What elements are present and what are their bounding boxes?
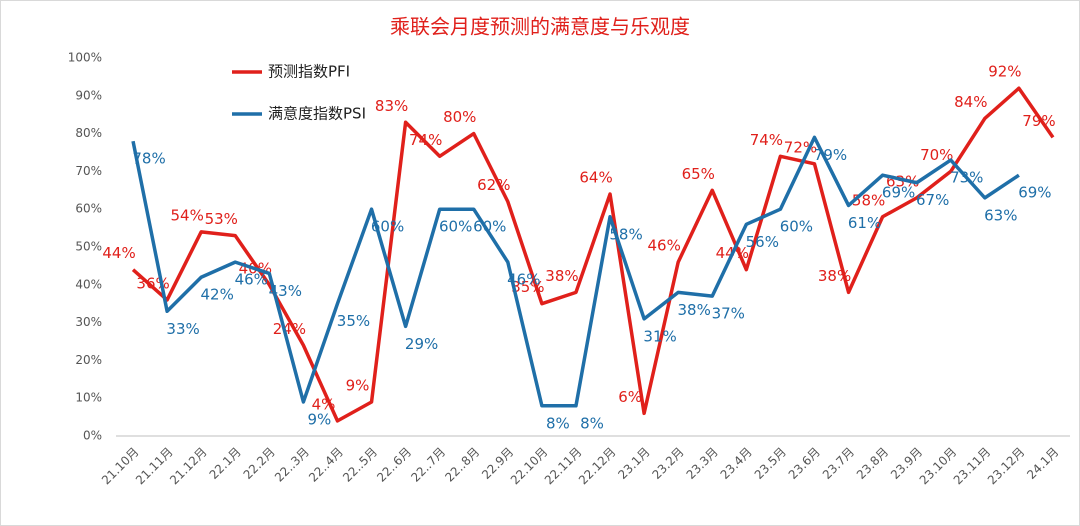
series-line: [131, 135, 1020, 408]
data-label: 73%: [950, 169, 983, 187]
data-label: 69%: [1018, 184, 1051, 202]
y-tick-label: 40%: [75, 277, 102, 291]
data-label: 61%: [848, 214, 881, 232]
y-tick-label: 70%: [75, 164, 102, 178]
data-label: 70%: [920, 146, 953, 164]
data-label: 43%: [269, 282, 302, 300]
y-tick-label: 50%: [75, 240, 102, 254]
legend-label: 预测指数PFI: [268, 63, 350, 81]
data-label: 38%: [545, 267, 578, 285]
data-label: 56%: [746, 233, 779, 251]
data-label: 74%: [750, 131, 783, 149]
data-label: 54%: [171, 206, 204, 224]
data-label: 46%: [235, 271, 268, 289]
data-label: 92%: [988, 63, 1021, 81]
data-label: 83%: [375, 97, 408, 115]
data-label: 65%: [682, 165, 715, 183]
data-label: 53%: [205, 210, 238, 228]
data-label: 36%: [136, 274, 169, 292]
y-tick-label: 100%: [68, 51, 102, 65]
y-tick-label: 60%: [75, 202, 102, 216]
data-label: 60%: [371, 218, 404, 236]
data-label: 60%: [473, 218, 506, 236]
y-tick-label: 30%: [75, 315, 102, 329]
data-label: 58%: [609, 225, 642, 243]
data-label: 79%: [1022, 112, 1055, 130]
data-label: 64%: [579, 169, 612, 187]
data-label: 35%: [511, 278, 544, 296]
data-label: 29%: [405, 335, 438, 353]
data-label: 9%: [307, 410, 331, 428]
data-label: 60%: [439, 218, 472, 236]
data-label: 8%: [580, 414, 604, 432]
y-tick-label: 20%: [75, 353, 102, 367]
data-label: 78%: [132, 150, 165, 168]
data-label: 67%: [916, 191, 949, 209]
data-label: 4%: [312, 395, 336, 413]
y-tick-label: 90%: [75, 88, 102, 102]
y-tick-label: 80%: [75, 126, 102, 140]
data-label: 38%: [678, 301, 711, 319]
data-label: 62%: [477, 176, 510, 194]
data-label: 24%: [273, 320, 306, 338]
data-label: 74%: [409, 131, 442, 149]
data-label: 38%: [818, 267, 851, 285]
data-label: 60%: [780, 218, 813, 236]
data-label: 63%: [984, 206, 1017, 224]
data-label: 44%: [102, 244, 135, 262]
data-label: 42%: [201, 286, 234, 304]
data-label: 9%: [346, 376, 370, 394]
legend-label: 满意度指数PSI: [268, 105, 366, 123]
data-label: 37%: [712, 305, 745, 323]
chart-title: 乘联会月度预测的满意度与乐观度: [390, 15, 690, 39]
y-tick-label: 10%: [75, 391, 102, 405]
data-label: 35%: [337, 312, 370, 330]
data-label: 79%: [814, 146, 847, 164]
data-label: 69%: [882, 184, 915, 202]
data-label: 33%: [166, 320, 199, 338]
series-line: [131, 86, 1055, 423]
y-tick-label: 0%: [83, 429, 102, 443]
data-label: 80%: [443, 108, 476, 126]
data-label: 84%: [954, 93, 987, 111]
data-label: 31%: [643, 327, 676, 345]
data-label: 6%: [618, 388, 642, 406]
data-label: 46%: [507, 271, 540, 289]
data-label: 46%: [648, 237, 681, 255]
data-label: 8%: [546, 414, 570, 432]
